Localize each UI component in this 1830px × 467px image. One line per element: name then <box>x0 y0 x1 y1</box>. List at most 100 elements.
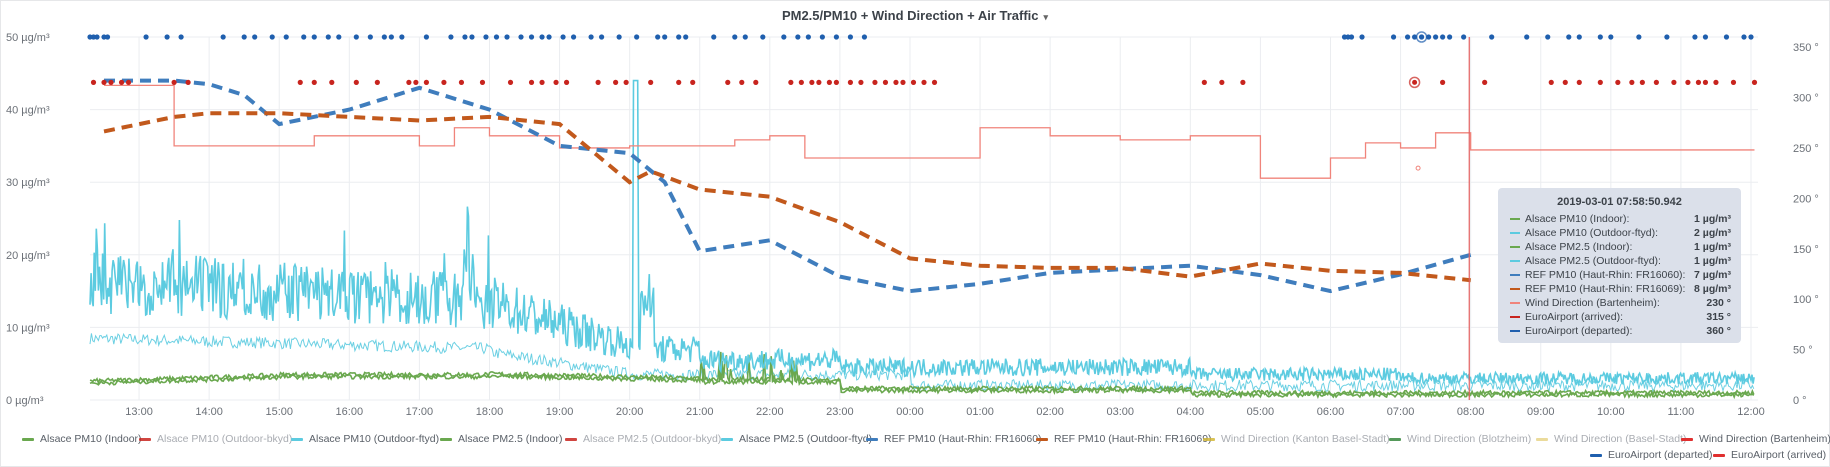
scatter-point-departed <box>164 34 170 40</box>
scatter-point-departed <box>1404 34 1411 40</box>
tooltip-row-value: 2 µg/m³ <box>1694 227 1731 239</box>
x-tick-label: 16:00 <box>336 406 364 418</box>
scatter-point-arrived <box>1653 79 1659 85</box>
scatter-point-departed <box>1348 34 1355 40</box>
scatter-point-arrived <box>563 79 570 85</box>
scatter-point-arrived <box>90 79 97 85</box>
legend-item[interactable]: EuroAirport (arrived) <box>1713 449 1826 461</box>
legend-item[interactable]: Wind Direction (Basel-Stadt) <box>1536 433 1686 445</box>
legend-label: Alsace PM10 (Outdoor-ftyd) <box>309 433 440 445</box>
legend-item[interactable]: EuroAirport (departed) <box>1590 449 1712 461</box>
x-tick-label: 00:00 <box>896 406 924 418</box>
scatter-point-departed <box>1566 34 1572 40</box>
legend-swatch <box>1713 453 1725 457</box>
y-left-tick-label: 20 µg/m³ <box>6 250 50 262</box>
scatter-point-arrived <box>900 79 906 85</box>
y-left-tick-label: 50 µg/m³ <box>6 32 50 44</box>
scatter-point-arrived <box>931 79 938 85</box>
x-tick-label: 15:00 <box>265 406 293 418</box>
legend-swatch <box>1510 288 1520 291</box>
legend-swatch <box>440 437 452 441</box>
legend-item[interactable]: Wind Direction (Kanton Basel-Stadt) <box>1203 433 1390 445</box>
scatter-point-arrived <box>507 79 514 85</box>
scatter-point-departed <box>662 34 668 40</box>
legend-item[interactable]: Alsace PM2.5 (Outdoor-ftyd) <box>721 433 872 445</box>
scatter-point-departed <box>861 34 868 40</box>
legend-item[interactable]: Alsace PM10 (Indoor) <box>22 433 142 445</box>
legend-label: Alsace PM2.5 (Outdoor-ftyd) <box>739 433 873 445</box>
legend-swatch <box>291 437 303 441</box>
scatter-point-arrived <box>1639 79 1645 85</box>
legend-item[interactable]: Wind Direction (Blotzheim) <box>1389 433 1531 445</box>
scatter-point-departed <box>269 34 275 40</box>
tooltip-row: Alsace PM2.5 (Outdoor-ftyd): 1 µg/m³ <box>1498 254 1741 268</box>
legend-swatch <box>139 437 151 441</box>
scatter-point-departed <box>634 34 640 40</box>
tooltip-row: EuroAirport (departed): 360 ° <box>1498 324 1741 338</box>
x-tick-label: 06:00 <box>1317 406 1345 418</box>
scatter-point-departed <box>178 34 184 40</box>
scatter-point-arrived <box>353 79 359 85</box>
scatter-point-departed <box>570 34 577 40</box>
tooltip-rows: Alsace PM10 (Indoor): 1 µg/m³ Alsace PM10 … <box>1498 212 1741 338</box>
x-tick-label: 04:00 <box>1177 406 1205 418</box>
scatter-point-departed <box>1433 34 1439 40</box>
y-left-tick-label: 0 µg/m³ <box>6 395 44 407</box>
scatter-point-departed <box>311 34 317 40</box>
scatter-point-arrived <box>595 79 601 85</box>
scatter-point-arrived <box>1685 79 1691 85</box>
scatter-point-arrived <box>1629 79 1635 85</box>
scatter-point-departed <box>1359 34 1365 40</box>
x-tick-label: 07:00 <box>1387 406 1415 418</box>
scatter-point-arrived <box>374 79 380 85</box>
scatter-point-arrived <box>847 79 854 85</box>
legend-swatch <box>1036 437 1048 441</box>
scatter-point-arrived <box>1562 79 1568 85</box>
legend-item[interactable]: Alsace PM2.5 (Indoor) <box>440 433 562 445</box>
scatter-point-departed <box>742 34 748 40</box>
tooltip-row-label: Wind Direction (Bartenheim): <box>1525 297 1660 309</box>
scatter-point-departed <box>252 34 258 40</box>
scatter-point-arrived <box>1482 79 1488 85</box>
x-tick-label: 17:00 <box>406 406 434 418</box>
scatter-point-departed <box>833 34 839 40</box>
scatter-point-arrived <box>329 79 335 85</box>
legend-item[interactable]: REF PM10 (Haut-Rhin: FR16060) <box>866 433 1042 445</box>
legend-label: Wind Direction (Bartenheim) <box>1699 433 1830 445</box>
scatter-point-arrived <box>1548 79 1554 85</box>
scatter-point-departed <box>301 34 307 40</box>
scatter-point-arrived <box>690 79 696 85</box>
scatter-point-arrived <box>108 79 114 85</box>
scatter-point-arrived <box>833 79 839 85</box>
scatter-point-arrived <box>479 79 486 85</box>
legend-swatch <box>565 437 577 441</box>
x-tick-label: 13:00 <box>125 406 153 418</box>
scatter-point-arrived <box>753 79 759 85</box>
tooltip-row: REF PM10 (Haut-Rhin: FR16060): 7 µg/m³ <box>1498 268 1741 282</box>
grid <box>90 36 1758 401</box>
legend-swatch <box>1510 330 1520 333</box>
scatter-point-arrived <box>1615 79 1621 85</box>
legend-item[interactable]: Alsace PM10 (Outdoor-ftyd) <box>291 433 439 445</box>
legend-item[interactable]: Alsace PM2.5 (Outdoor-bkyd) <box>565 433 721 445</box>
scatter-point-arrived <box>798 79 804 85</box>
scatter-point-arrived <box>539 79 545 85</box>
x-tick-label: 19:00 <box>546 406 574 418</box>
time-series-chart[interactable]: 0 µg/m³ 10 µg/m³ 20 µg/m³ 30 µg/m³ 40 µg/m³ 5… <box>0 0 1830 425</box>
legend-item[interactable]: Wind Direction (Bartenheim) <box>1681 433 1830 445</box>
chevron-down-icon[interactable]: ▾ <box>1043 12 1049 22</box>
tooltip-row-label: Alsace PM2.5 (Indoor): <box>1525 241 1633 253</box>
legend-item[interactable]: REF PM10 (Haut-Rhin: FR16069) <box>1036 433 1212 445</box>
scatter-point-departed <box>1608 34 1614 40</box>
scatter-point-arrived <box>648 79 654 85</box>
panel-title-text[interactable]: PM2.5/PM10 + Wind Direction + Air Traffi… <box>781 8 1039 23</box>
scatter-point-departed <box>1636 34 1642 40</box>
scatter-point-departed <box>616 34 622 40</box>
scatter-point-departed <box>1440 34 1446 40</box>
panel-title[interactable]: PM2.5/PM10 + Wind Direction + Air Traffi… <box>0 8 1830 23</box>
scatter-point-departed <box>143 34 149 40</box>
legend-item[interactable]: Alsace PM10 (Outdoor-bkyd) <box>139 433 292 445</box>
scatter-point-departed <box>94 34 100 40</box>
scatter-point-arrived <box>739 79 745 85</box>
scatter-point-arrived <box>458 79 465 85</box>
